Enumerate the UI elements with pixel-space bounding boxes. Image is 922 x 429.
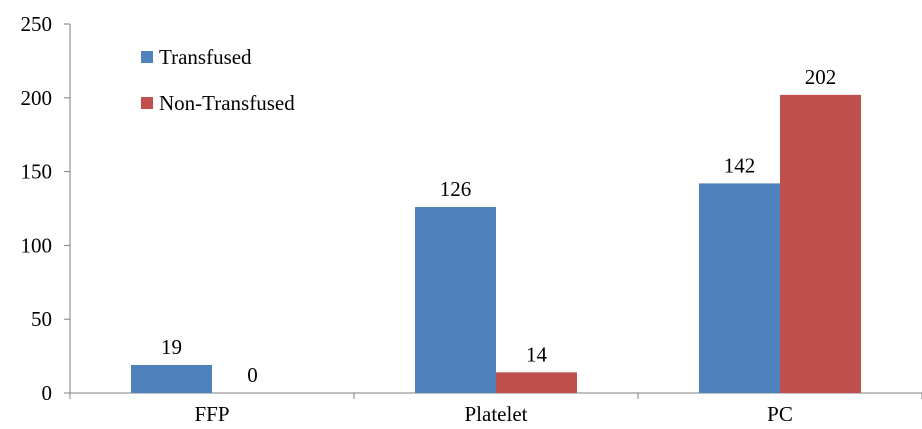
- y-tick-label: 50: [31, 307, 52, 331]
- x-category-label: Platelet: [465, 402, 528, 426]
- x-category-label: PC: [767, 402, 793, 426]
- y-tick-label: 250: [21, 12, 53, 36]
- y-tick-label: 150: [21, 160, 53, 184]
- bar-transfused: [699, 183, 780, 393]
- y-tick-label: 100: [21, 233, 53, 257]
- data-label: 202: [805, 65, 837, 89]
- bar-non-transfused: [780, 94, 861, 394]
- legend: Transfused Non-Transfused: [141, 45, 295, 115]
- data-label: 142: [724, 153, 756, 177]
- data-label: 126: [440, 177, 472, 201]
- legend-label: Transfused: [159, 45, 252, 69]
- bars: [131, 94, 861, 394]
- data-label: 0: [247, 363, 258, 387]
- data-label: 19: [161, 335, 182, 359]
- data-labels: 19 126 142 0 14 202: [161, 65, 836, 387]
- data-label: 14: [526, 342, 548, 366]
- bar-transfused: [131, 364, 212, 393]
- legend-swatch: [141, 97, 153, 109]
- y-tick-label: 0: [42, 381, 53, 405]
- x-axis: FFP Platelet PC: [69, 392, 922, 426]
- y-tick-label: 200: [21, 86, 53, 110]
- y-axis: 0 50 100 150 200 250: [21, 12, 71, 405]
- x-category-label: FFP: [194, 402, 229, 426]
- bar-non-transfused: [496, 372, 577, 393]
- legend-swatch: [141, 51, 153, 63]
- legend-label: Non-Transfused: [159, 91, 295, 115]
- bar-transfused: [415, 207, 496, 393]
